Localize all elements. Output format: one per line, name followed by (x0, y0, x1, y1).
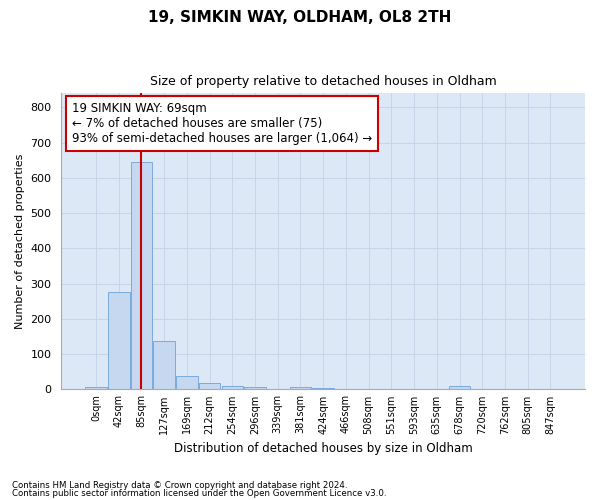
Y-axis label: Number of detached properties: Number of detached properties (15, 154, 25, 329)
Text: Contains HM Land Registry data © Crown copyright and database right 2024.: Contains HM Land Registry data © Crown c… (12, 481, 347, 490)
Text: 19, SIMKIN WAY, OLDHAM, OL8 2TH: 19, SIMKIN WAY, OLDHAM, OL8 2TH (148, 10, 452, 25)
Title: Size of property relative to detached houses in Oldham: Size of property relative to detached ho… (150, 75, 497, 88)
Text: 19 SIMKIN WAY: 69sqm
← 7% of detached houses are smaller (75)
93% of semi-detach: 19 SIMKIN WAY: 69sqm ← 7% of detached ho… (72, 102, 372, 145)
Bar (176, 376, 197, 390)
Bar (108, 292, 130, 390)
Bar (449, 386, 470, 390)
Text: Contains public sector information licensed under the Open Government Licence v3: Contains public sector information licen… (12, 488, 386, 498)
Bar (244, 387, 266, 390)
X-axis label: Distribution of detached houses by size in Oldham: Distribution of detached houses by size … (174, 442, 473, 455)
Bar (221, 386, 243, 390)
Bar (199, 383, 220, 390)
Bar (131, 162, 152, 390)
Bar (85, 387, 107, 390)
Bar (290, 386, 311, 390)
Bar (154, 341, 175, 390)
Bar (313, 388, 334, 390)
